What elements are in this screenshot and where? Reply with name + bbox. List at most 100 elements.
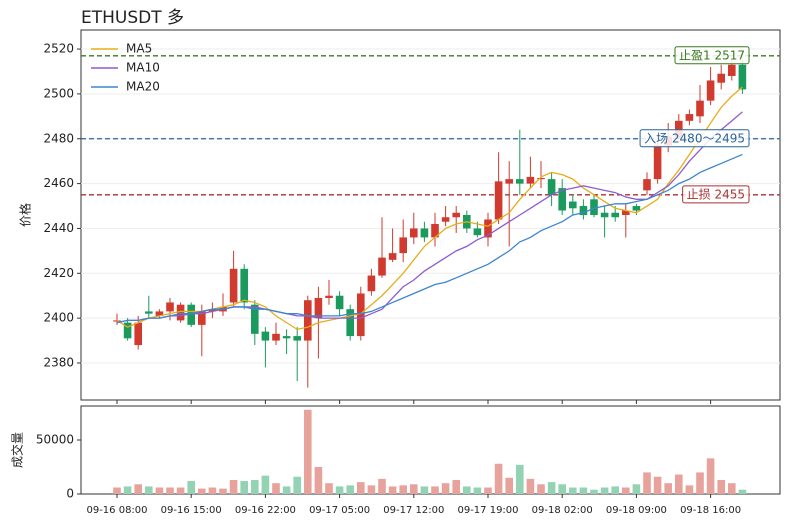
x-tick-label: 09-17 12:00 — [383, 505, 444, 516]
candle-body — [251, 304, 259, 334]
candle-body — [261, 331, 270, 341]
candle-body — [240, 268, 248, 303]
chart-title: ETHUSDT 多 — [81, 8, 184, 28]
candle-body — [187, 304, 195, 325]
candle-body — [166, 302, 174, 312]
volume-bar — [251, 479, 259, 494]
candle-body — [335, 295, 344, 310]
volume-y-tick-label: 50000 — [36, 433, 74, 447]
volume-bar — [176, 487, 185, 494]
volume-bar — [675, 474, 683, 494]
volume-bar — [643, 472, 651, 494]
level-label: 入场 2480～2495 — [644, 131, 745, 145]
volume-y-tick-label: 0 — [66, 487, 74, 501]
legend-label: MA20 — [126, 80, 160, 94]
level-label-box — [674, 46, 750, 65]
candle-body — [484, 219, 492, 238]
volume-bar — [272, 483, 280, 494]
volume-bar — [399, 485, 407, 494]
level-label: 止盈1 2517 — [679, 48, 745, 62]
x-tick-label: 09-18 09:00 — [606, 505, 667, 516]
candle-body — [198, 311, 206, 325]
volume-bar — [622, 487, 630, 494]
x-tick-label: 09-16 08:00 — [86, 505, 147, 516]
candle-body — [632, 206, 641, 211]
volume-bar — [134, 484, 142, 494]
volume-bar — [558, 484, 566, 494]
candle-body — [346, 309, 354, 337]
volume-bar — [325, 483, 333, 494]
candle-body — [600, 212, 609, 218]
volume-bar — [113, 487, 121, 494]
candle-body — [293, 336, 301, 341]
volume-bar — [208, 487, 217, 494]
volume-bar — [187, 481, 195, 494]
candle-body — [452, 212, 460, 218]
volume-bar — [579, 487, 588, 494]
volume-bar — [516, 464, 524, 494]
volume-bar — [304, 409, 312, 494]
level-label: 止损 2455 — [687, 187, 745, 201]
candle-body — [208, 309, 217, 312]
candle-body — [473, 228, 482, 236]
candle-body — [494, 181, 503, 220]
candle-body — [134, 322, 142, 346]
candle-body — [314, 297, 323, 319]
volume-bar — [378, 478, 386, 494]
volume-bar — [123, 486, 132, 494]
volume-bar — [357, 482, 365, 494]
candle-body — [410, 228, 418, 238]
volume-bar — [738, 489, 747, 494]
volume-bar — [717, 479, 725, 494]
candle-body — [272, 333, 280, 341]
volume-bar — [293, 476, 301, 494]
volume-bar — [346, 485, 354, 494]
volume-frame — [80, 405, 781, 495]
plot-frame — [80, 29, 781, 401]
volume-bar — [473, 487, 482, 494]
volume-bar — [728, 483, 736, 494]
candle-body — [325, 295, 333, 298]
y-tick-label: 2500 — [43, 86, 74, 100]
volume-bar — [685, 485, 694, 494]
volume-bar — [611, 486, 619, 494]
candle-body — [579, 206, 588, 215]
volume-bar — [335, 486, 344, 494]
candle-body — [717, 73, 725, 83]
volume-bar — [569, 487, 577, 494]
level-label-box — [639, 129, 750, 148]
x-tick-label: 09-18 02:00 — [532, 505, 593, 516]
candle-body — [399, 237, 407, 254]
y-tick-label: 2420 — [43, 266, 74, 280]
candle-body — [420, 228, 429, 238]
candle-body — [176, 304, 185, 321]
volume-bar — [600, 487, 609, 494]
volume-bar — [452, 479, 460, 494]
candle-body — [738, 64, 747, 90]
x-tick-label: 09-17 05:00 — [309, 505, 370, 516]
candle-body — [590, 199, 598, 215]
y-tick-label: 2400 — [43, 311, 74, 325]
volume-bar — [547, 482, 556, 494]
volume-bar — [653, 476, 662, 494]
volume-bar — [537, 484, 545, 494]
y-tick-label: 2480 — [43, 131, 74, 145]
candle-body — [145, 311, 153, 314]
x-tick-label: 09-17 19:00 — [457, 505, 518, 516]
volume-bar — [590, 489, 598, 494]
volume-bar — [240, 481, 248, 494]
candle-body — [388, 253, 397, 260]
volume-bar — [664, 483, 672, 494]
volume-bar — [410, 484, 418, 494]
volume-bar — [505, 477, 513, 494]
candle-body — [653, 145, 662, 180]
candle-body — [516, 179, 524, 184]
volume-bar — [314, 467, 323, 494]
candle-body — [229, 268, 238, 303]
y-tick-label: 2440 — [43, 221, 74, 235]
volume-bar — [526, 478, 535, 494]
volume-bar — [706, 458, 715, 494]
candle-body — [569, 201, 577, 209]
candle-body — [706, 80, 715, 101]
